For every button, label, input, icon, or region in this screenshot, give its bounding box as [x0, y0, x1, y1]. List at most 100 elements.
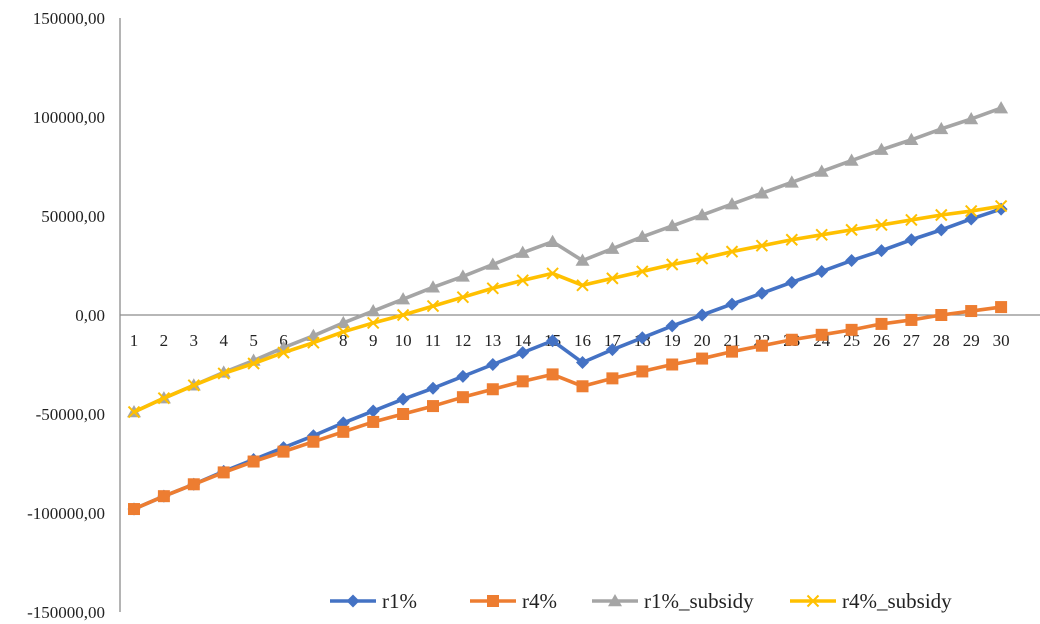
- data-point: [367, 415, 380, 428]
- x-marker-stroke: [755, 239, 769, 252]
- x-tick-label: 11: [425, 331, 441, 350]
- legend-marker: [608, 594, 622, 607]
- data-point: [546, 368, 559, 381]
- x-marker-stroke: [337, 325, 350, 339]
- data-point: [606, 272, 619, 285]
- series-layer: [127, 101, 1009, 516]
- x-marker-stroke: [366, 316, 380, 330]
- data-point: [546, 334, 560, 348]
- data-point: [666, 358, 679, 371]
- data-point: [515, 245, 530, 258]
- x-marker-stroke: [217, 367, 230, 380]
- data-point: [456, 290, 470, 304]
- x-tick-labels: 1234567891011121314151617181920212223242…: [130, 331, 1010, 350]
- data-point: [397, 408, 410, 420]
- y-tick-label: -100000,00: [27, 504, 105, 523]
- data-point: [815, 264, 829, 278]
- x-marker-stroke: [516, 274, 529, 287]
- x-tick-label: 8: [339, 331, 348, 350]
- data-point: [665, 319, 679, 333]
- x-tick-label: 28: [933, 331, 950, 350]
- data-point: [875, 317, 888, 330]
- x-marker-stroke: [127, 405, 141, 419]
- data-point: [935, 309, 948, 321]
- x-marker-stroke: [307, 336, 320, 349]
- x-tick-label: 13: [484, 331, 501, 350]
- x-marker-stroke: [486, 282, 500, 295]
- data-point: [785, 275, 799, 289]
- data-point: [456, 369, 470, 383]
- legend-item: r4%: [470, 589, 557, 613]
- data-point: [845, 223, 858, 237]
- data-point: [545, 234, 560, 247]
- y-tick-label: 50000,00: [41, 207, 105, 226]
- data-point: [934, 223, 948, 237]
- data-point: [726, 345, 738, 358]
- data-point: [516, 346, 530, 360]
- data-point: [994, 101, 1009, 114]
- legend-label: r4%: [522, 589, 557, 613]
- x-marker-stroke: [277, 346, 290, 359]
- x-marker-stroke: [725, 245, 739, 258]
- data-point: [934, 121, 949, 135]
- data-point: [785, 333, 798, 346]
- data-point: [904, 132, 919, 146]
- data-point: [157, 490, 170, 503]
- y-tick-labels: 150000,00 100000,00 50000,00 0,00 -50000,00 -…: [27, 9, 105, 622]
- data-point: [994, 202, 1008, 216]
- data-point: [844, 153, 859, 166]
- data-point: [396, 308, 410, 322]
- axes: [119, 18, 1040, 612]
- x-marker-stroke: [606, 272, 619, 285]
- series-line: [133, 305, 1002, 511]
- data-point: [307, 336, 320, 349]
- series-r4%: [128, 301, 1008, 516]
- x-tick-label: 17: [604, 331, 622, 350]
- data-point: [157, 391, 171, 405]
- data-point: [935, 208, 948, 222]
- data-point: [546, 267, 559, 280]
- data-point: [576, 380, 589, 393]
- data-point: [336, 315, 351, 329]
- x-tick-label: 10: [395, 331, 412, 350]
- data-point: [575, 253, 590, 266]
- data-point: [814, 164, 829, 177]
- data-point: [426, 381, 440, 395]
- data-point: [755, 239, 769, 252]
- y-tick-label: -50000,00: [36, 405, 105, 424]
- x-tick-label: 4: [219, 331, 228, 350]
- x-marker-stroke: [964, 204, 978, 218]
- data-point: [725, 245, 739, 258]
- data-point: [845, 254, 859, 268]
- x-marker-stroke: [456, 290, 470, 304]
- x-marker-stroke: [396, 308, 410, 322]
- x-tick-label: 5: [249, 331, 258, 350]
- x-tick-label: 20: [694, 331, 711, 350]
- x-marker-stroke: [546, 267, 559, 280]
- data-point: [187, 379, 201, 392]
- data-point: [784, 175, 799, 188]
- x-tick-label: 30: [993, 331, 1010, 350]
- x-marker-stroke: [785, 233, 799, 246]
- y-tick-label: 100000,00: [33, 108, 105, 127]
- x-tick-label: 27: [903, 331, 921, 350]
- data-point: [337, 425, 350, 438]
- data-point: [815, 328, 828, 341]
- data-point: [128, 503, 140, 516]
- x-tick-label: 14: [514, 331, 532, 350]
- data-point: [337, 325, 350, 339]
- x-marker-stroke: [845, 223, 858, 237]
- data-point: [905, 213, 918, 227]
- x-marker-stroke: [187, 379, 201, 392]
- x-marker-stroke: [994, 199, 1008, 213]
- data-point: [635, 229, 650, 243]
- x-marker-stroke: [665, 258, 679, 271]
- series-line: [133, 204, 1002, 414]
- data-point: [576, 279, 589, 292]
- data-point: [636, 265, 649, 278]
- x-marker-stroke: [247, 357, 260, 370]
- data-point: [127, 405, 141, 419]
- x-tick-label: 19: [664, 331, 681, 350]
- data-point: [217, 367, 230, 380]
- x-tick-label: 1: [130, 331, 139, 350]
